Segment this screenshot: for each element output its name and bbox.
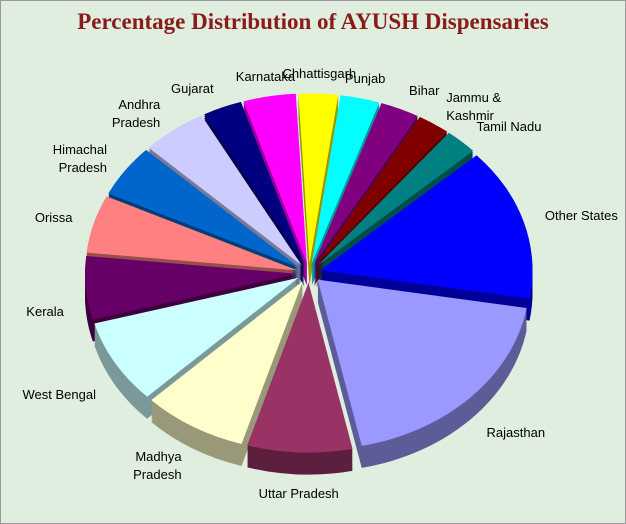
slice-top bbox=[108, 149, 300, 268]
slice-label: Bihar bbox=[409, 82, 440, 98]
slice-top bbox=[86, 196, 298, 271]
slice-top bbox=[317, 132, 474, 266]
slice-top bbox=[247, 282, 353, 453]
slice-top bbox=[320, 155, 533, 299]
slice-top bbox=[317, 279, 527, 446]
slice-top bbox=[94, 277, 299, 397]
slice-label: Kerala bbox=[26, 303, 64, 319]
chart-title: Percentage Distribution of AYUSH Dispens… bbox=[77, 9, 549, 34]
pie-slice bbox=[320, 155, 533, 321]
slice-top bbox=[311, 95, 380, 264]
slice-label: Madhya Pradesh bbox=[133, 448, 182, 482]
pie-slice bbox=[317, 279, 527, 468]
pie-slice bbox=[247, 282, 353, 475]
slice-top bbox=[148, 115, 302, 266]
slice-label: Orissa bbox=[34, 210, 73, 226]
slice-top bbox=[298, 93, 339, 264]
slice-label: Himachal Pradesh bbox=[52, 142, 107, 176]
slice-top bbox=[85, 256, 298, 320]
slice-label: Other States bbox=[544, 208, 618, 224]
slice-label: Gujarat bbox=[171, 80, 214, 96]
pie-slice bbox=[151, 281, 303, 466]
slice-label: West Bengal bbox=[22, 386, 96, 402]
slice-label: Tamil Nadu bbox=[476, 118, 542, 134]
slice-label: Jammu & Kashmir bbox=[446, 90, 502, 124]
slice-label: Chhattisgarh bbox=[282, 65, 357, 81]
slice-top bbox=[315, 116, 448, 266]
slice-label: Punjab bbox=[344, 70, 386, 86]
slice-top bbox=[313, 103, 418, 265]
slice-top bbox=[151, 281, 303, 444]
pie-slice bbox=[298, 93, 339, 286]
slice-top bbox=[243, 93, 307, 264]
slice-label: Andhra Pradesh bbox=[111, 97, 161, 130]
slice-label: Karnataka bbox=[235, 68, 296, 84]
slice-label: Uttar Pradesh bbox=[258, 486, 339, 502]
slice-top bbox=[204, 101, 305, 265]
slice-label: Rajasthan bbox=[486, 425, 546, 441]
